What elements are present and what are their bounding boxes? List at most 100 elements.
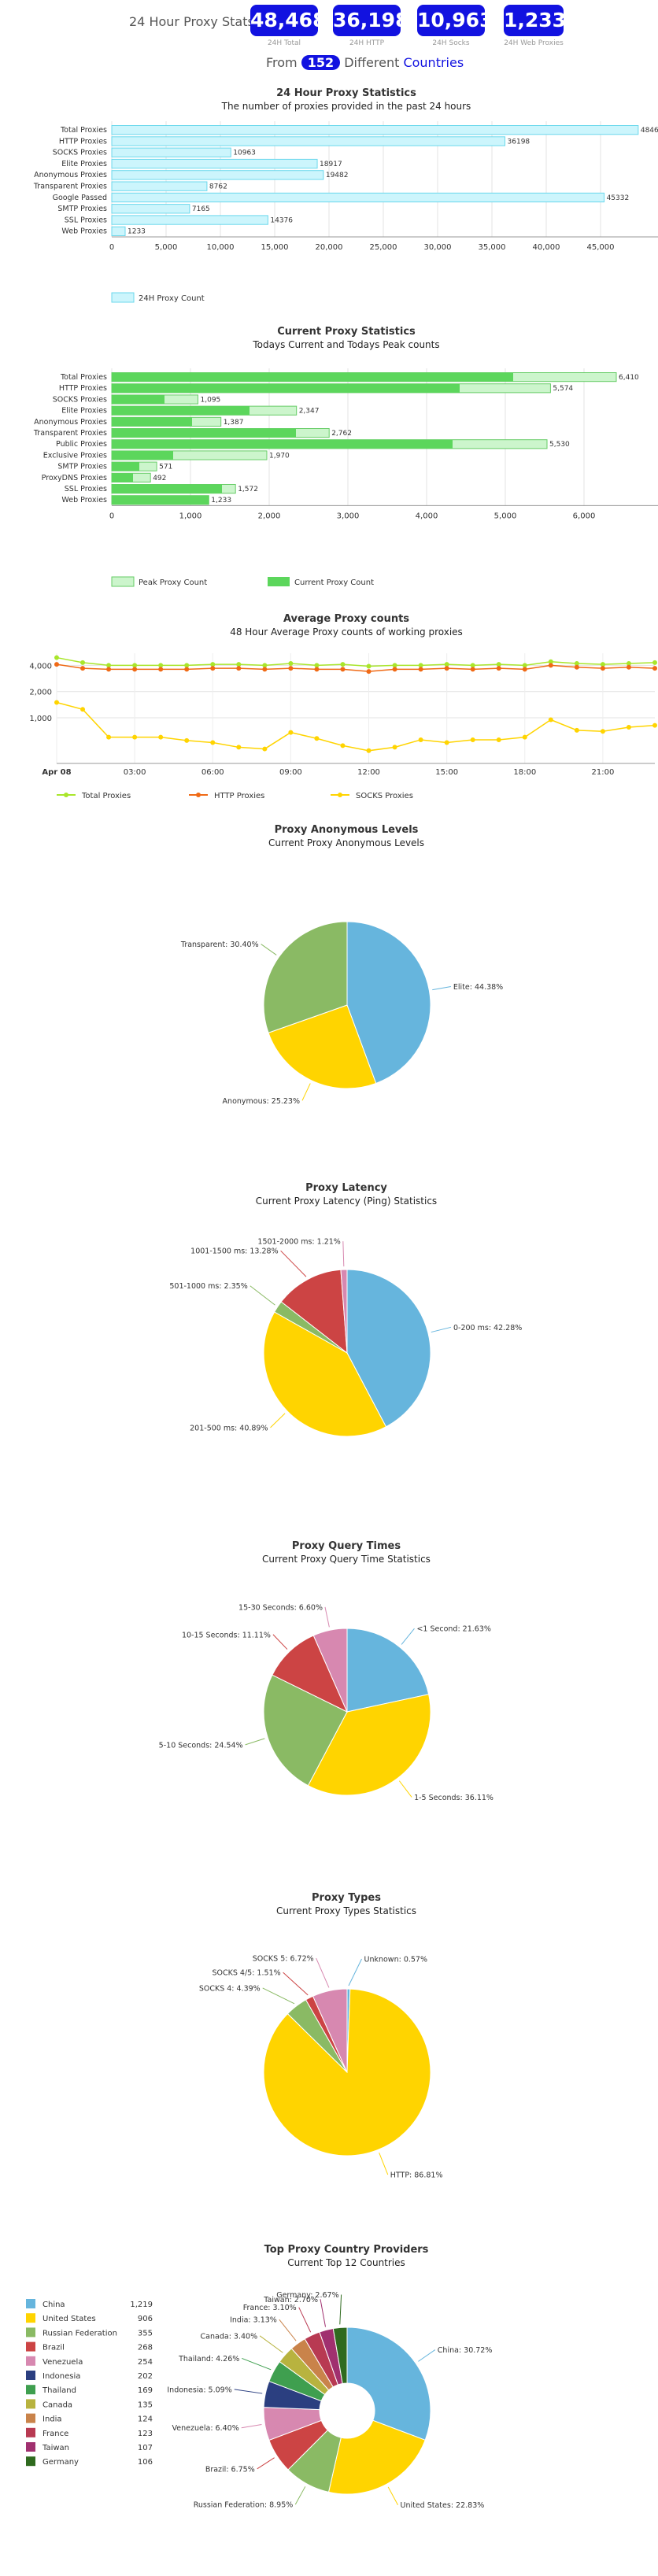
- chart-subtitle: 48 Hour Average Proxy counts of working …: [230, 626, 463, 638]
- data-point: [314, 663, 320, 668]
- legend-marker: [64, 793, 68, 797]
- current-bar: [112, 428, 296, 438]
- x-tick-label: 15,000: [261, 243, 289, 252]
- legend-swatch: [26, 2341, 35, 2352]
- pie-slice: [346, 921, 431, 1085]
- label-leader: [241, 2424, 262, 2429]
- x-tick-label: 20,000: [316, 243, 343, 252]
- data-label: 2,762: [331, 430, 352, 438]
- label-leader: [257, 2457, 275, 2470]
- slice-label: Germany: 2.67%: [276, 2291, 338, 2300]
- chart-title: Top Proxy Country Providers: [264, 2244, 429, 2256]
- legend-marker: [338, 793, 342, 797]
- bar: [111, 226, 126, 237]
- slice-label: Brazil: 6.75%: [205, 2465, 255, 2474]
- legend-country: Indonesia: [43, 2372, 80, 2381]
- slice-label: 1501-2000 ms: 1.21%: [257, 1238, 340, 1247]
- data-label: 18917: [320, 161, 342, 168]
- data-point: [652, 666, 657, 671]
- legend-count: 169: [138, 2386, 153, 2395]
- chart-subtitle: Current Proxy Types Statistics: [276, 1905, 416, 1916]
- chart-title: Current Proxy Statistics: [277, 326, 416, 338]
- legend-count: 268: [138, 2344, 153, 2352]
- chart-title: Proxy Anonymous Levels: [275, 824, 419, 836]
- pie-slice: [268, 1004, 377, 1089]
- data-point: [80, 660, 86, 665]
- data-point: [574, 727, 579, 733]
- data-point: [626, 660, 631, 666]
- chart-title: 24 Hour Proxy Statistics: [276, 87, 416, 99]
- data-point: [106, 663, 112, 668]
- x-tick-label: 1,000: [179, 512, 202, 520]
- data-point: [288, 730, 294, 735]
- category-label: Elite Proxies: [61, 407, 107, 416]
- label-leader: [272, 1634, 288, 1650]
- y-tick-label: 2,000: [29, 689, 52, 697]
- x-tick-label: 35,000: [479, 243, 506, 252]
- slice-label: India: 3.13%: [230, 2316, 277, 2325]
- data-point: [184, 737, 190, 743]
- label-leader: [339, 2294, 342, 2325]
- pie-slice: [280, 1269, 348, 1355]
- stat-socks-label: 24H Socks: [432, 39, 470, 47]
- category-label: Transparent Proxies: [33, 183, 107, 191]
- data-point: [184, 667, 190, 672]
- data-point: [574, 660, 579, 666]
- data-point: [548, 659, 553, 664]
- stat-total-value: 48,468: [250, 5, 326, 36]
- data-label: 571: [159, 464, 172, 471]
- stat-web-value: 1,233: [504, 5, 566, 36]
- bar: [111, 125, 639, 135]
- x-tick-label: 21:00: [591, 768, 614, 777]
- data-point: [158, 667, 164, 672]
- slice-label: Transparent: 30.40%: [180, 941, 259, 949]
- data-point: [210, 662, 216, 667]
- data-point: [392, 663, 397, 668]
- legend-swatch: [268, 577, 290, 586]
- current-bar: [112, 372, 513, 382]
- data-point: [418, 667, 423, 672]
- category-label: Anonymous Proxies: [34, 418, 107, 427]
- legend-swatch: [26, 2456, 35, 2467]
- pie-slice: [263, 1674, 348, 1787]
- data-point: [548, 717, 553, 723]
- data-point: [132, 667, 138, 672]
- data-point: [418, 737, 423, 742]
- legend-count: 135: [138, 2400, 153, 2409]
- label-leader: [245, 1738, 265, 1746]
- label-leader: [342, 1241, 345, 1267]
- stat-total-label: 24H Total: [267, 39, 301, 47]
- category-label: Elite Proxies: [61, 160, 107, 168]
- chart-subtitle: The number of proxies provided in the pa…: [221, 101, 471, 112]
- label-leader: [316, 1957, 330, 1988]
- data-point: [80, 707, 86, 712]
- data-point: [340, 743, 346, 748]
- legend-country: United States: [43, 2315, 96, 2323]
- legend-count: 106: [138, 2458, 153, 2467]
- current-bar: [112, 473, 133, 482]
- from-suffix: Different: [344, 55, 400, 70]
- legend-country: France: [43, 2430, 68, 2438]
- legend-label: Peak Proxy Count: [139, 578, 207, 587]
- pie-slice: [263, 1311, 387, 1437]
- data-point: [132, 734, 138, 740]
- category-label: Total Proxies: [60, 373, 107, 382]
- legend-country: Canada: [43, 2400, 72, 2409]
- category-label: Anonymous Proxies: [34, 171, 107, 179]
- stat-web-label: 24H Web Proxies: [504, 39, 564, 47]
- data-point: [210, 740, 216, 745]
- legend-count: 124: [138, 2415, 153, 2424]
- from-text: From: [266, 55, 298, 70]
- legend-swatch: [111, 576, 135, 587]
- slice-label: China: 30.72%: [438, 2346, 493, 2355]
- series-line: [56, 663, 656, 672]
- countries-link[interactable]: Countries: [403, 55, 464, 70]
- pie-slice: [346, 1269, 431, 1428]
- x-tick-label: 06:00: [201, 768, 224, 777]
- slice-label: SOCKS 5: 6.72%: [253, 1955, 314, 1964]
- slice-label: Canada: 3.40%: [201, 2332, 258, 2341]
- category-label: SSL Proxies: [65, 216, 107, 224]
